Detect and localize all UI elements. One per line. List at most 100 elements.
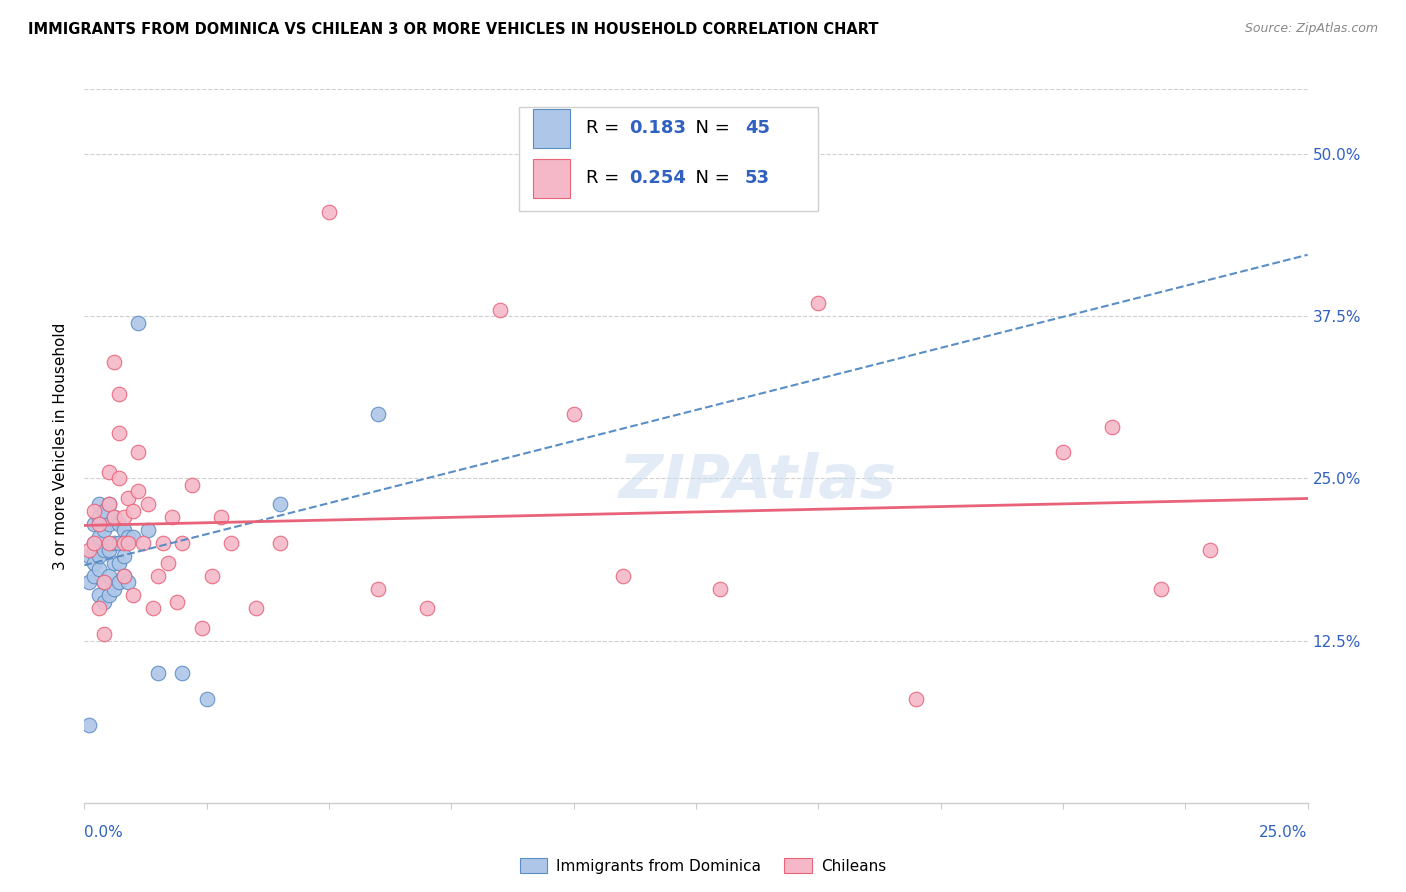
Point: [87, 562, 110, 576]
Point: [142, 601, 165, 615]
Point: [191, 621, 214, 635]
Point: [195, 692, 218, 706]
Point: [1052, 445, 1074, 459]
Point: [87, 549, 110, 564]
Point: [83, 516, 105, 531]
Point: [562, 407, 585, 421]
Text: 45: 45: [745, 120, 770, 137]
Point: [83, 536, 105, 550]
Point: [87, 516, 110, 531]
Text: 53: 53: [745, 169, 770, 187]
Point: [93, 595, 115, 609]
FancyBboxPatch shape: [519, 107, 818, 211]
Point: [245, 601, 267, 615]
Point: [87, 497, 110, 511]
Text: ZIPAtlas: ZIPAtlas: [619, 452, 896, 511]
Point: [709, 582, 731, 596]
Text: R =: R =: [586, 120, 624, 137]
Point: [1150, 582, 1173, 596]
Point: [83, 568, 105, 582]
Point: [318, 205, 340, 219]
Point: [132, 536, 155, 550]
Text: Source: ZipAtlas.com: Source: ZipAtlas.com: [1244, 22, 1378, 36]
Point: [122, 588, 145, 602]
Point: [200, 568, 222, 582]
Point: [103, 510, 125, 524]
Point: [112, 524, 135, 538]
Point: [112, 510, 135, 524]
Point: [107, 575, 129, 590]
Point: [97, 497, 120, 511]
Point: [83, 536, 105, 550]
Point: [162, 510, 184, 524]
Point: [117, 491, 139, 505]
Point: [219, 536, 242, 550]
Text: N =: N =: [683, 120, 735, 137]
Point: [127, 484, 149, 499]
Point: [97, 516, 120, 531]
Point: [97, 588, 120, 602]
Point: [489, 302, 512, 317]
Point: [807, 296, 830, 310]
Text: 0.254: 0.254: [628, 169, 686, 187]
Point: [103, 556, 125, 570]
Point: [107, 556, 129, 570]
Point: [107, 536, 129, 550]
Point: [172, 536, 194, 550]
Point: [107, 425, 129, 440]
Point: [136, 524, 159, 538]
Point: [103, 354, 125, 368]
Point: [172, 666, 194, 681]
Text: 0.0%: 0.0%: [84, 825, 124, 840]
Point: [181, 478, 204, 492]
Point: [87, 510, 110, 524]
Point: [77, 549, 100, 564]
Point: [103, 582, 125, 596]
Point: [1101, 419, 1123, 434]
Point: [87, 601, 110, 615]
Y-axis label: 3 or more Vehicles in Household: 3 or more Vehicles in Household: [53, 322, 69, 570]
Point: [612, 568, 634, 582]
Point: [103, 510, 125, 524]
Point: [93, 575, 115, 590]
Point: [93, 504, 115, 518]
Point: [367, 582, 389, 596]
Point: [107, 516, 129, 531]
Point: [122, 530, 145, 544]
Point: [152, 536, 174, 550]
Point: [112, 568, 135, 582]
Point: [93, 627, 115, 641]
Point: [97, 536, 120, 550]
Point: [136, 497, 159, 511]
Text: 0.183: 0.183: [628, 120, 686, 137]
Point: [122, 504, 145, 518]
Point: [1198, 542, 1220, 557]
Text: 25.0%: 25.0%: [1260, 825, 1308, 840]
Point: [146, 666, 169, 681]
Point: [209, 510, 232, 524]
Point: [83, 504, 105, 518]
Point: [905, 692, 928, 706]
Point: [117, 536, 139, 550]
Point: [97, 497, 120, 511]
Point: [93, 542, 115, 557]
Point: [87, 530, 110, 544]
Point: [117, 575, 139, 590]
Text: R =: R =: [586, 169, 624, 187]
Text: N =: N =: [683, 169, 735, 187]
Point: [146, 568, 169, 582]
FancyBboxPatch shape: [533, 159, 569, 198]
Point: [97, 542, 120, 557]
FancyBboxPatch shape: [533, 109, 569, 148]
Point: [93, 524, 115, 538]
Point: [269, 497, 291, 511]
Point: [83, 542, 105, 557]
Point: [117, 530, 139, 544]
Point: [107, 471, 129, 485]
Point: [166, 595, 188, 609]
Point: [97, 568, 120, 582]
Point: [269, 536, 291, 550]
Point: [87, 588, 110, 602]
Point: [77, 542, 100, 557]
Point: [77, 575, 100, 590]
